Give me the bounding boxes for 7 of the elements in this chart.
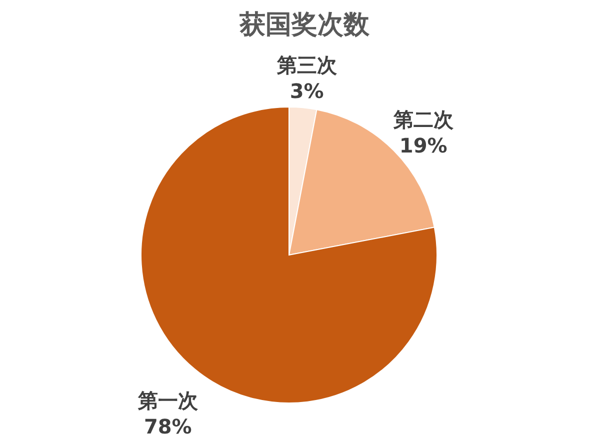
data-label: 19%	[399, 134, 448, 158]
data-label: 78%	[144, 414, 192, 438]
slice-label: 第三次	[276, 52, 338, 77]
chart-title: 获国奖次数	[238, 10, 370, 40]
slice-label: 第二次	[392, 108, 454, 132]
data-label: 3%	[290, 78, 324, 103]
slice-label: 第一次	[136, 388, 199, 412]
